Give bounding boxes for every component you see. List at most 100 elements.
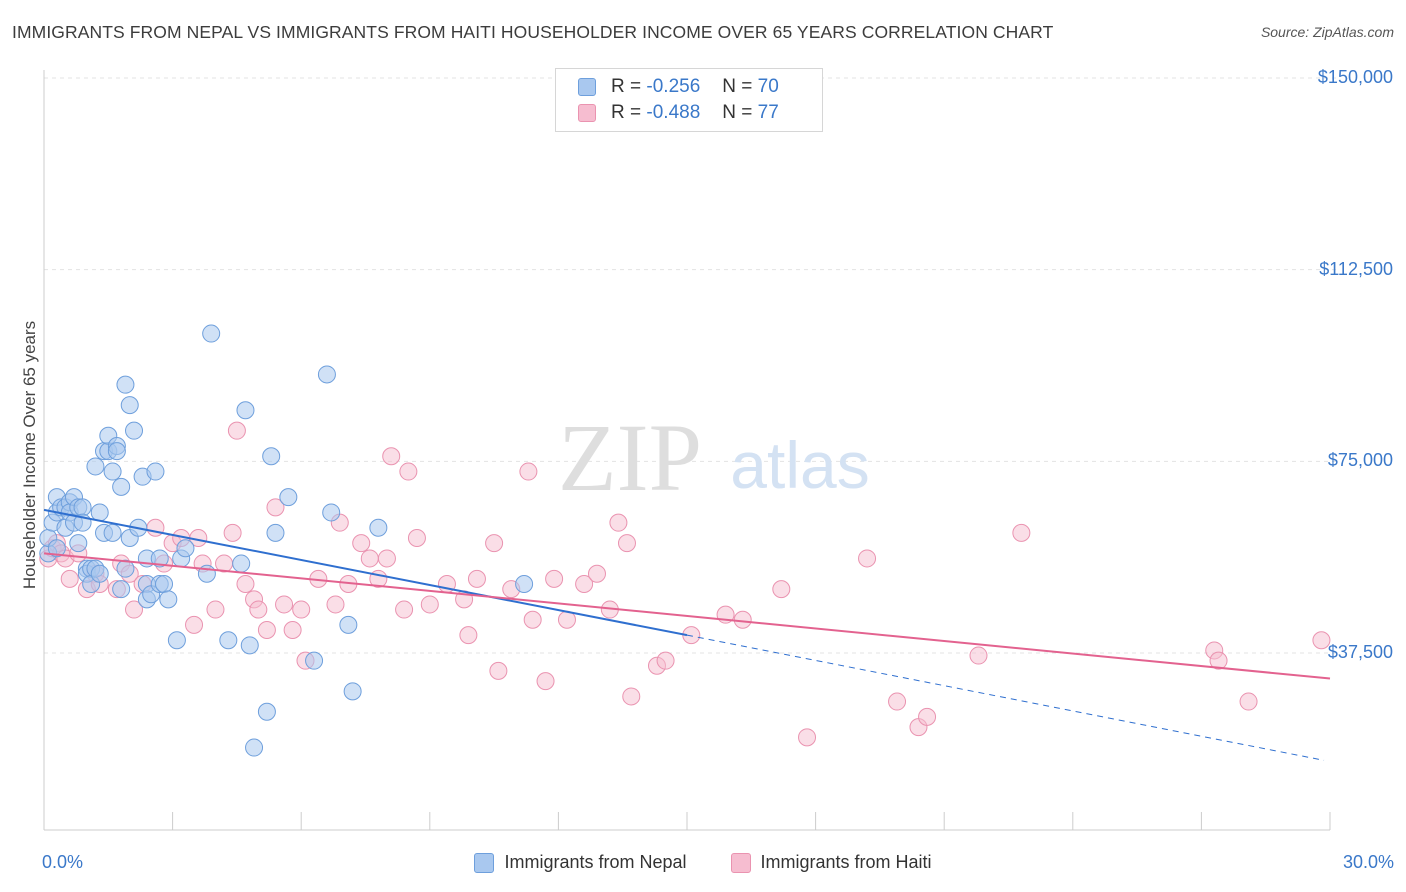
haiti-point bbox=[275, 595, 294, 614]
haiti-point bbox=[236, 575, 255, 593]
nepal-point bbox=[266, 523, 285, 542]
haiti-point bbox=[858, 549, 877, 568]
nepal-point bbox=[90, 564, 109, 583]
nepal-point bbox=[167, 631, 186, 650]
y-axis-label: Householder Income Over 65 years bbox=[20, 320, 39, 590]
haiti-point bbox=[206, 600, 225, 619]
nepal-point bbox=[202, 324, 221, 343]
haiti-point bbox=[223, 523, 242, 542]
nepal-point bbox=[176, 539, 195, 558]
series-legend: Immigrants from Nepal Immigrants from Ha… bbox=[0, 852, 1406, 873]
nepal-point bbox=[86, 457, 105, 476]
haiti-point bbox=[733, 610, 752, 629]
nepal-point bbox=[317, 365, 336, 384]
chart-source: Source: ZipAtlas.com bbox=[1260, 24, 1394, 40]
haiti-point bbox=[918, 707, 937, 726]
nepal-point bbox=[103, 462, 122, 481]
haiti-point bbox=[399, 462, 418, 481]
nepal-point bbox=[159, 590, 178, 609]
x-tick-min: 0.0% bbox=[42, 852, 84, 872]
watermark-atlas: atlas bbox=[730, 428, 869, 502]
haiti-point bbox=[377, 549, 396, 568]
legend-r-value-haiti: -0.488 bbox=[646, 102, 701, 123]
legend-swatch-nepal bbox=[578, 78, 596, 96]
nepal-point bbox=[236, 401, 255, 420]
haiti-point bbox=[798, 728, 817, 747]
haiti-point bbox=[360, 549, 379, 568]
haiti-point bbox=[617, 534, 636, 553]
nepal-trend-extension bbox=[686, 634, 1325, 761]
haiti-point bbox=[467, 569, 486, 588]
nepal-points bbox=[39, 324, 534, 757]
haiti-point bbox=[489, 661, 508, 680]
nepal-point bbox=[112, 477, 131, 496]
haiti-point bbox=[292, 600, 311, 619]
nepal-point bbox=[369, 518, 388, 537]
legend-r-label-haiti: R = bbox=[611, 102, 642, 123]
haiti-point bbox=[1239, 692, 1258, 711]
nepal-point bbox=[305, 651, 324, 670]
watermark-zip: ZIP bbox=[558, 404, 702, 511]
legend-swatch-haiti bbox=[578, 104, 596, 122]
haiti-point bbox=[249, 600, 268, 619]
haiti-point bbox=[656, 651, 675, 670]
haiti-point bbox=[609, 513, 628, 532]
nepal-point bbox=[155, 575, 174, 593]
nepal-point bbox=[219, 631, 238, 650]
nepal-point bbox=[343, 682, 362, 701]
nepal-point bbox=[232, 554, 251, 573]
nepal-point bbox=[90, 503, 109, 522]
chart-title: IMMIGRANTS FROM NEPAL VS IMMIGRANTS FROM… bbox=[12, 22, 1054, 42]
series-swatch-nepal bbox=[474, 852, 495, 873]
nepal-point bbox=[73, 498, 92, 517]
y-tick-label: $75,000 bbox=[1327, 450, 1393, 471]
nepal-point bbox=[125, 421, 144, 440]
axes bbox=[43, 70, 1331, 831]
nepal-point bbox=[279, 488, 298, 507]
haiti-point bbox=[283, 621, 302, 639]
legend-n-label-haiti: N = bbox=[722, 102, 753, 123]
watermark: ZIP atlas bbox=[558, 404, 870, 511]
haiti-point bbox=[587, 564, 606, 583]
nepal-point bbox=[103, 523, 122, 542]
nepal-point bbox=[339, 615, 358, 634]
series-swatch-haiti bbox=[730, 852, 751, 873]
nepal-point bbox=[47, 539, 66, 558]
haiti-point bbox=[257, 621, 276, 639]
legend-row-haiti: R = -0.488 N = 77 bbox=[578, 101, 779, 125]
haiti-point bbox=[519, 462, 538, 481]
haiti-point bbox=[420, 595, 439, 614]
y-tick-label: $37,500 bbox=[1327, 642, 1393, 662]
y-tick-label: $112,500 bbox=[1319, 258, 1393, 279]
haiti-point bbox=[407, 529, 426, 547]
haiti-point bbox=[185, 615, 204, 634]
nepal-point bbox=[107, 442, 126, 461]
nepal-point bbox=[116, 375, 135, 394]
series-label-haiti: Immigrants from Haiti bbox=[760, 852, 932, 872]
series-legend-haiti: Immigrants from Haiti bbox=[730, 852, 932, 873]
stats-legend: R = -0.256 N = 70 R = -0.488 N = 77 bbox=[555, 68, 823, 132]
haiti-point bbox=[227, 421, 246, 440]
nepal-point bbox=[257, 702, 276, 721]
haiti-point bbox=[459, 626, 478, 645]
haiti-point bbox=[1209, 651, 1228, 670]
haiti-point bbox=[523, 610, 542, 629]
haiti-point bbox=[545, 569, 564, 588]
legend-r-value-nepal: -0.256 bbox=[646, 76, 701, 97]
haiti-point bbox=[382, 447, 401, 466]
haiti-point bbox=[772, 580, 791, 599]
nepal-point bbox=[150, 549, 169, 568]
haiti-point bbox=[485, 534, 504, 553]
nepal-point bbox=[116, 559, 135, 578]
haiti-point bbox=[888, 692, 907, 711]
legend-n-label-nepal: N = bbox=[722, 76, 753, 97]
x-tick-max: 30.0% bbox=[1342, 852, 1394, 872]
haiti-point bbox=[352, 534, 371, 553]
haiti-point bbox=[1312, 631, 1331, 650]
legend-row-nepal: R = -0.256 N = 70 bbox=[578, 75, 779, 99]
nepal-point bbox=[245, 738, 264, 757]
legend-r-label-nepal: R = bbox=[611, 76, 642, 97]
nepal-point bbox=[240, 636, 259, 655]
haiti-point bbox=[60, 569, 79, 588]
nepal-point bbox=[112, 580, 131, 599]
